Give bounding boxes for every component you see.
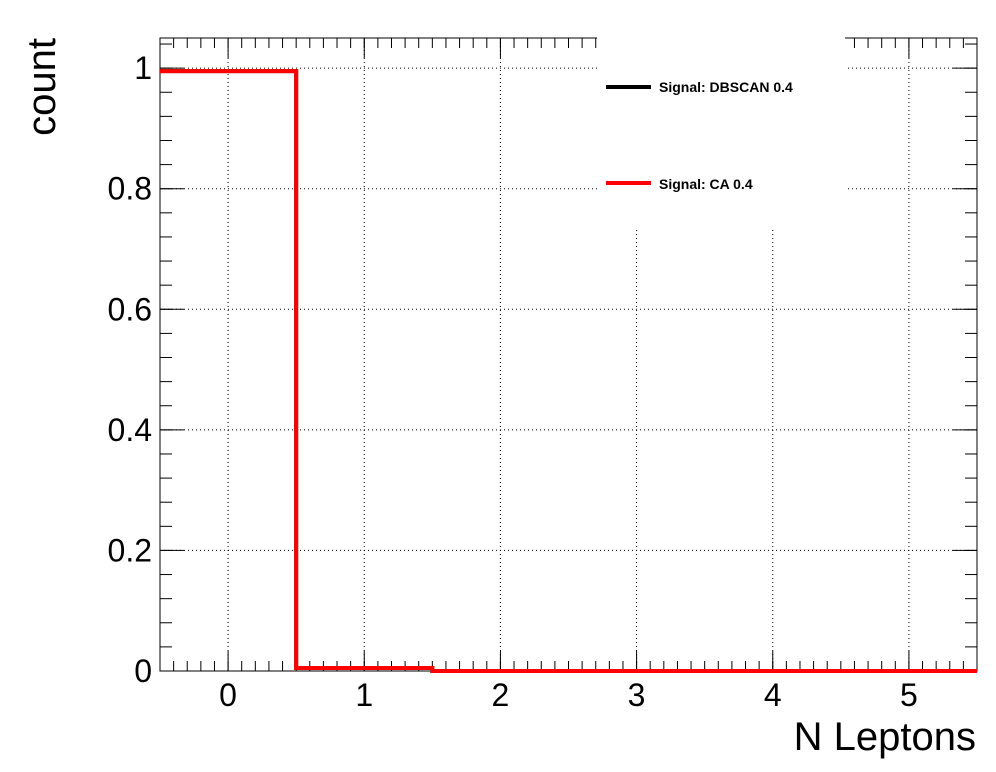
y-tick-label: 0.4 <box>108 412 152 448</box>
y-tick-label: 0.2 <box>108 532 152 568</box>
x-tick-label: 2 <box>492 677 510 713</box>
y-tick-label: 1 <box>134 50 152 86</box>
plot-frame <box>159 37 978 672</box>
y-tick-label: 0 <box>134 653 152 689</box>
x-tick-label: 3 <box>628 677 646 713</box>
axis-ticks <box>159 38 978 672</box>
x-axis-title: N Leptons <box>794 715 976 759</box>
x-tick-label: 5 <box>900 677 918 713</box>
legend-box <box>597 34 845 230</box>
legend-label-ca: Signal: CA 0.4 <box>659 176 753 192</box>
grid <box>160 38 977 671</box>
series-line-dbscan <box>160 69 977 673</box>
legend: Signal: DBSCAN 0.4 Signal: CA 0.4 <box>597 34 845 230</box>
x-tick-label: 4 <box>764 677 782 713</box>
x-tick-label: 1 <box>355 677 373 713</box>
legend-label-dbscan: Signal: DBSCAN 0.4 <box>659 79 793 95</box>
y-axis-title: count <box>20 38 64 136</box>
y-tick-label: 0.6 <box>108 291 152 327</box>
x-tick-label: 0 <box>219 677 237 713</box>
y-tick-label: 0.8 <box>108 171 152 207</box>
series-line-ca <box>160 69 977 673</box>
tick-labels: 0 1 2 3 4 5 0 0.2 0.4 0.6 0.8 1 <box>108 50 918 713</box>
series <box>160 69 977 673</box>
